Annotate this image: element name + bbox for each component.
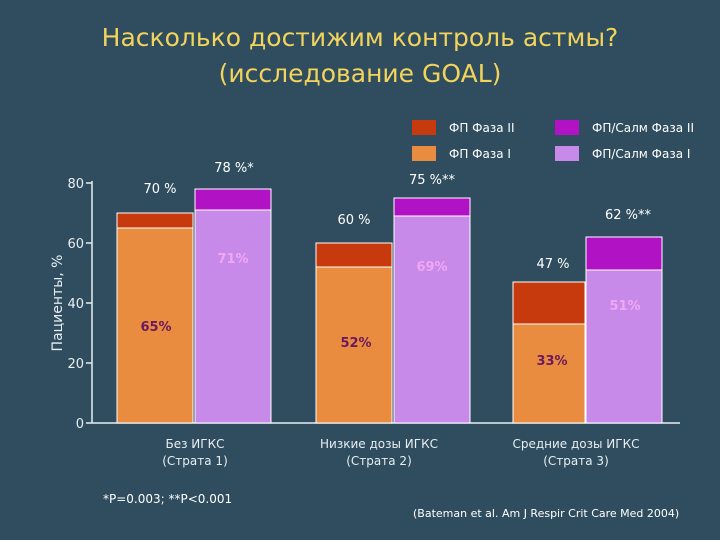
x-category-sublabel: (Страта 1) bbox=[162, 454, 228, 468]
legend-label: ФП/Салм Фаза II bbox=[592, 121, 694, 135]
bar-total-label-fp: 47 % bbox=[536, 257, 569, 272]
x-category-label: Средние дозы ИГКС bbox=[512, 437, 639, 451]
legend-swatch bbox=[412, 120, 436, 135]
bar-total-label-sal: 75 %** bbox=[409, 173, 456, 188]
bar-fp-phase2 bbox=[512, 281, 586, 325]
bar-total-label-sal: 62 %** bbox=[605, 208, 652, 223]
legend-label: ФП/Салм Фаза I bbox=[592, 147, 690, 161]
bar-total-label-fp: 60 % bbox=[337, 213, 370, 228]
bar-total-label-sal: 78 %* bbox=[214, 161, 254, 176]
x-category-sublabel: (Страта 2) bbox=[346, 454, 412, 468]
legend-swatch bbox=[555, 120, 579, 135]
bar-sal-phase1 bbox=[194, 209, 272, 424]
bar-fp-phase1 bbox=[116, 227, 194, 424]
y-tick-label: 60 bbox=[67, 237, 84, 252]
x-category-sublabel: (Страта 3) bbox=[543, 454, 609, 468]
bar-sal-phase1 bbox=[393, 215, 471, 424]
bar-sal-phase1 bbox=[585, 269, 663, 424]
chart-title-line1: Насколько достижим контроль астмы? bbox=[101, 23, 619, 52]
bar-phase1-label-sal: 51% bbox=[609, 299, 640, 314]
citation: (Bateman et al. Am J Respir Crit Care Me… bbox=[413, 507, 679, 520]
legend-label: ФП Фаза I bbox=[449, 147, 511, 161]
y-axis-title: Пациенты, % bbox=[50, 255, 66, 352]
bar-phase1-label-sal: 71% bbox=[217, 252, 248, 267]
bar-total-label-fp: 70 % bbox=[143, 182, 176, 197]
bar-phase1-label-sal: 69% bbox=[416, 260, 447, 275]
bar-phase1-label-fp: 33% bbox=[536, 354, 567, 369]
bar-sal-phase2 bbox=[393, 197, 471, 217]
y-tick-label: 80 bbox=[67, 177, 84, 192]
legend-label: ФП Фаза II bbox=[449, 121, 514, 135]
y-tick-label: 0 bbox=[76, 417, 84, 432]
footnote: *P=0.003; **P<0.001 bbox=[103, 492, 232, 506]
legend-swatch bbox=[412, 146, 436, 161]
bar-fp-phase2 bbox=[116, 212, 194, 229]
bar-phase1-label-fp: 52% bbox=[340, 336, 371, 351]
bar-sal-phase2 bbox=[585, 236, 663, 271]
y-tick-label: 20 bbox=[67, 357, 84, 372]
bar-fp-phase2 bbox=[315, 242, 393, 268]
bar-fp-phase1 bbox=[512, 323, 586, 424]
bar-phase1-label-fp: 65% bbox=[140, 320, 171, 335]
x-category-label: Без ИГКС bbox=[165, 437, 224, 451]
bar-fp-phase1 bbox=[315, 266, 393, 424]
chart-title-line2: (исследование GOAL) bbox=[218, 59, 502, 88]
legend-swatch bbox=[555, 146, 579, 161]
y-tick-label: 40 bbox=[67, 297, 84, 312]
x-category-label: Низкие дозы ИГКС bbox=[320, 437, 438, 451]
bar-sal-phase2 bbox=[194, 188, 272, 211]
